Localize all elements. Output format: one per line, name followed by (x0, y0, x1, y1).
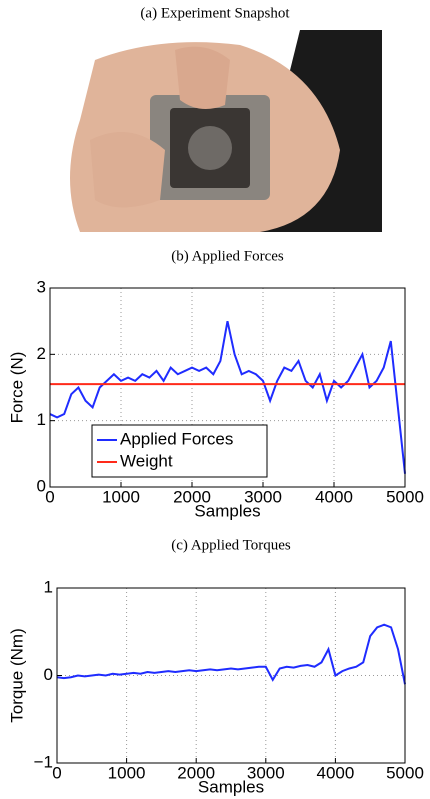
y-tick-label: 1 (44, 577, 53, 596)
data-line (56, 623, 406, 685)
y-tick-label: 0 (37, 476, 46, 495)
x-axis-label: Samples (198, 777, 264, 796)
x-tick-label: 0 (52, 763, 61, 782)
x-tick-label: 3000 (244, 487, 282, 506)
plot-frame (56, 587, 406, 764)
y-tick-label: 0 (44, 665, 53, 684)
x-tick-label: 5000 (386, 763, 424, 782)
x-axis-label: Samples (194, 501, 260, 520)
y-axis-label: Torque (Nm) (7, 628, 26, 722)
snapshot-caption: (a) Experiment Snapshot (140, 5, 290, 21)
x-tick-label: 0 (45, 487, 54, 506)
y-tick-label: 1 (37, 410, 46, 429)
chart-title: (c) Applied Torques (171, 537, 291, 553)
x-tick-label: 3000 (247, 763, 285, 782)
y-tick-label: 2 (37, 344, 46, 363)
x-tick-label: 4000 (315, 487, 353, 506)
x-tick-label: 1000 (108, 763, 146, 782)
x-tick-label: 2000 (173, 487, 211, 506)
y-tick-label: −1 (34, 752, 53, 771)
data-line (49, 320, 406, 474)
x-tick-label: 1000 (102, 487, 140, 506)
y-axis-label: Force (N) (7, 352, 26, 424)
legend-label: Applied Forces (120, 429, 233, 448)
x-tick-label: 2000 (177, 763, 215, 782)
y-tick-label: 3 (37, 277, 46, 296)
plot-frame (49, 287, 406, 488)
snapshot-photo (62, 30, 382, 233)
x-tick-label: 5000 (386, 487, 424, 506)
x-tick-label: 4000 (316, 763, 354, 782)
legend-label: Weight (120, 451, 173, 470)
legend-box (91, 424, 268, 478)
chart-title: (b) Applied Forces (171, 248, 284, 264)
